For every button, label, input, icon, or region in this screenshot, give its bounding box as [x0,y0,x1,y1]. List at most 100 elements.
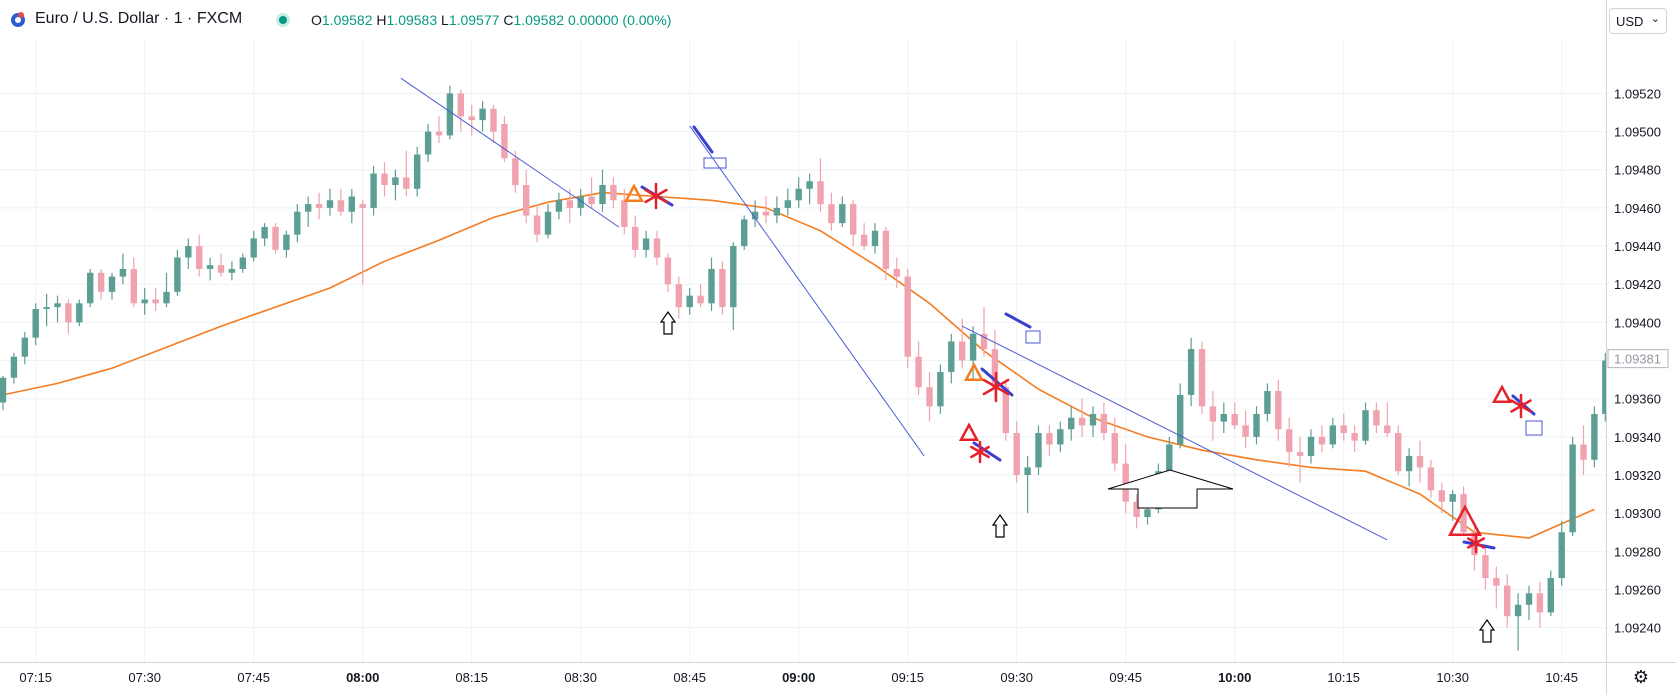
candle[interactable] [337,188,345,216]
candle[interactable] [577,188,584,216]
candle[interactable] [1525,585,1533,621]
candle[interactable] [1122,444,1129,514]
candle[interactable] [348,188,355,224]
candle[interactable] [501,116,508,163]
candle[interactable] [76,299,83,327]
candle[interactable] [21,331,28,365]
candle[interactable] [762,196,770,224]
candle[interactable] [719,261,726,315]
candle[interactable] [1013,421,1020,483]
candle[interactable] [446,85,454,140]
candle[interactable] [435,116,443,144]
candle[interactable] [119,253,127,285]
candle[interactable] [653,230,661,266]
candle[interactable] [1373,402,1380,434]
candle[interactable] [1591,406,1598,468]
candle[interactable] [893,257,900,289]
candle[interactable] [1395,425,1402,476]
candle[interactable] [1307,429,1315,464]
arrow-up-icon[interactable] [1478,618,1496,643]
candle[interactable] [163,272,170,308]
candle[interactable] [533,204,541,243]
candle[interactable] [206,257,214,281]
candle[interactable] [32,303,39,346]
candle[interactable] [392,169,399,201]
trend-line[interactable] [400,77,620,228]
candle[interactable] [1482,547,1489,590]
candle[interactable] [1340,413,1347,441]
candle[interactable] [741,215,748,250]
candle[interactable] [1035,425,1042,476]
triangle-marker-icon[interactable] [963,362,985,382]
candle[interactable] [185,238,192,269]
candle[interactable] [882,226,890,281]
pen-stroke[interactable] [972,441,1002,462]
candle[interactable] [839,196,846,227]
candle[interactable] [490,104,497,144]
triangle-marker-icon[interactable] [1491,384,1513,404]
pen-stroke[interactable] [1004,312,1032,329]
candle[interactable] [326,188,334,216]
currency-select[interactable]: USD ⌄ [1609,8,1667,34]
candle[interactable] [1286,417,1293,468]
candle[interactable] [1111,417,1118,472]
candle[interactable] [1514,593,1522,651]
candle[interactable] [1057,421,1064,453]
candle[interactable] [795,177,802,208]
settings-gear-icon[interactable]: ⚙ [1632,667,1650,687]
candle[interactable] [1253,406,1260,445]
candle[interactable] [424,123,432,163]
candle[interactable] [959,318,966,369]
candle[interactable] [1242,410,1249,449]
candle[interactable] [708,257,715,311]
fxcm-logo-icon[interactable] [8,9,28,29]
trend-line[interactable] [689,125,925,457]
star-marker-icon[interactable] [1466,532,1486,554]
arrow-up-icon[interactable] [991,513,1009,538]
candle[interactable] [1177,383,1184,449]
candle[interactable] [980,307,988,357]
candle[interactable] [217,253,225,277]
triangle-marker-icon[interactable] [623,183,645,203]
candle[interactable] [555,192,563,220]
pen-stroke[interactable] [692,125,714,154]
candle[interactable] [1089,406,1097,437]
candle[interactable] [1351,425,1358,453]
box-marker[interactable] [703,157,727,169]
symbol-title[interactable]: Euro / U.S. Dollar · 1 · FXCM [35,10,243,27]
candle[interactable] [1384,402,1391,437]
candle[interactable] [152,288,159,311]
candle[interactable] [468,104,475,136]
candle[interactable] [1024,455,1031,514]
triangle-marker-icon[interactable] [1447,504,1483,536]
candle[interactable] [730,242,737,331]
candle[interactable] [621,188,628,235]
candle[interactable] [664,253,672,292]
candle[interactable] [414,146,421,197]
candle[interactable] [130,257,137,308]
candle[interactable] [1416,440,1424,483]
candle[interactable] [937,364,944,414]
star-marker-icon[interactable] [982,371,1010,403]
candle[interactable] [479,101,486,132]
candle[interactable] [1209,391,1217,441]
candle[interactable] [860,223,868,250]
candle[interactable] [1580,425,1587,476]
candle[interactable] [1558,520,1565,586]
candle[interactable] [1198,341,1206,414]
candle[interactable] [817,158,824,212]
candle[interactable] [599,169,606,212]
triangle-marker-icon[interactable] [958,422,980,442]
candle[interactable] [828,192,835,231]
candle[interactable] [239,253,246,273]
candle[interactable] [1569,436,1576,537]
candle[interactable] [523,169,530,224]
arrow-up-icon[interactable] [659,310,677,335]
box-marker[interactable] [1025,330,1041,344]
candle[interactable] [904,268,911,369]
candle[interactable] [544,204,552,239]
candle[interactable] [1602,352,1609,422]
candle[interactable] [1362,402,1369,445]
candle[interactable] [1231,402,1238,430]
